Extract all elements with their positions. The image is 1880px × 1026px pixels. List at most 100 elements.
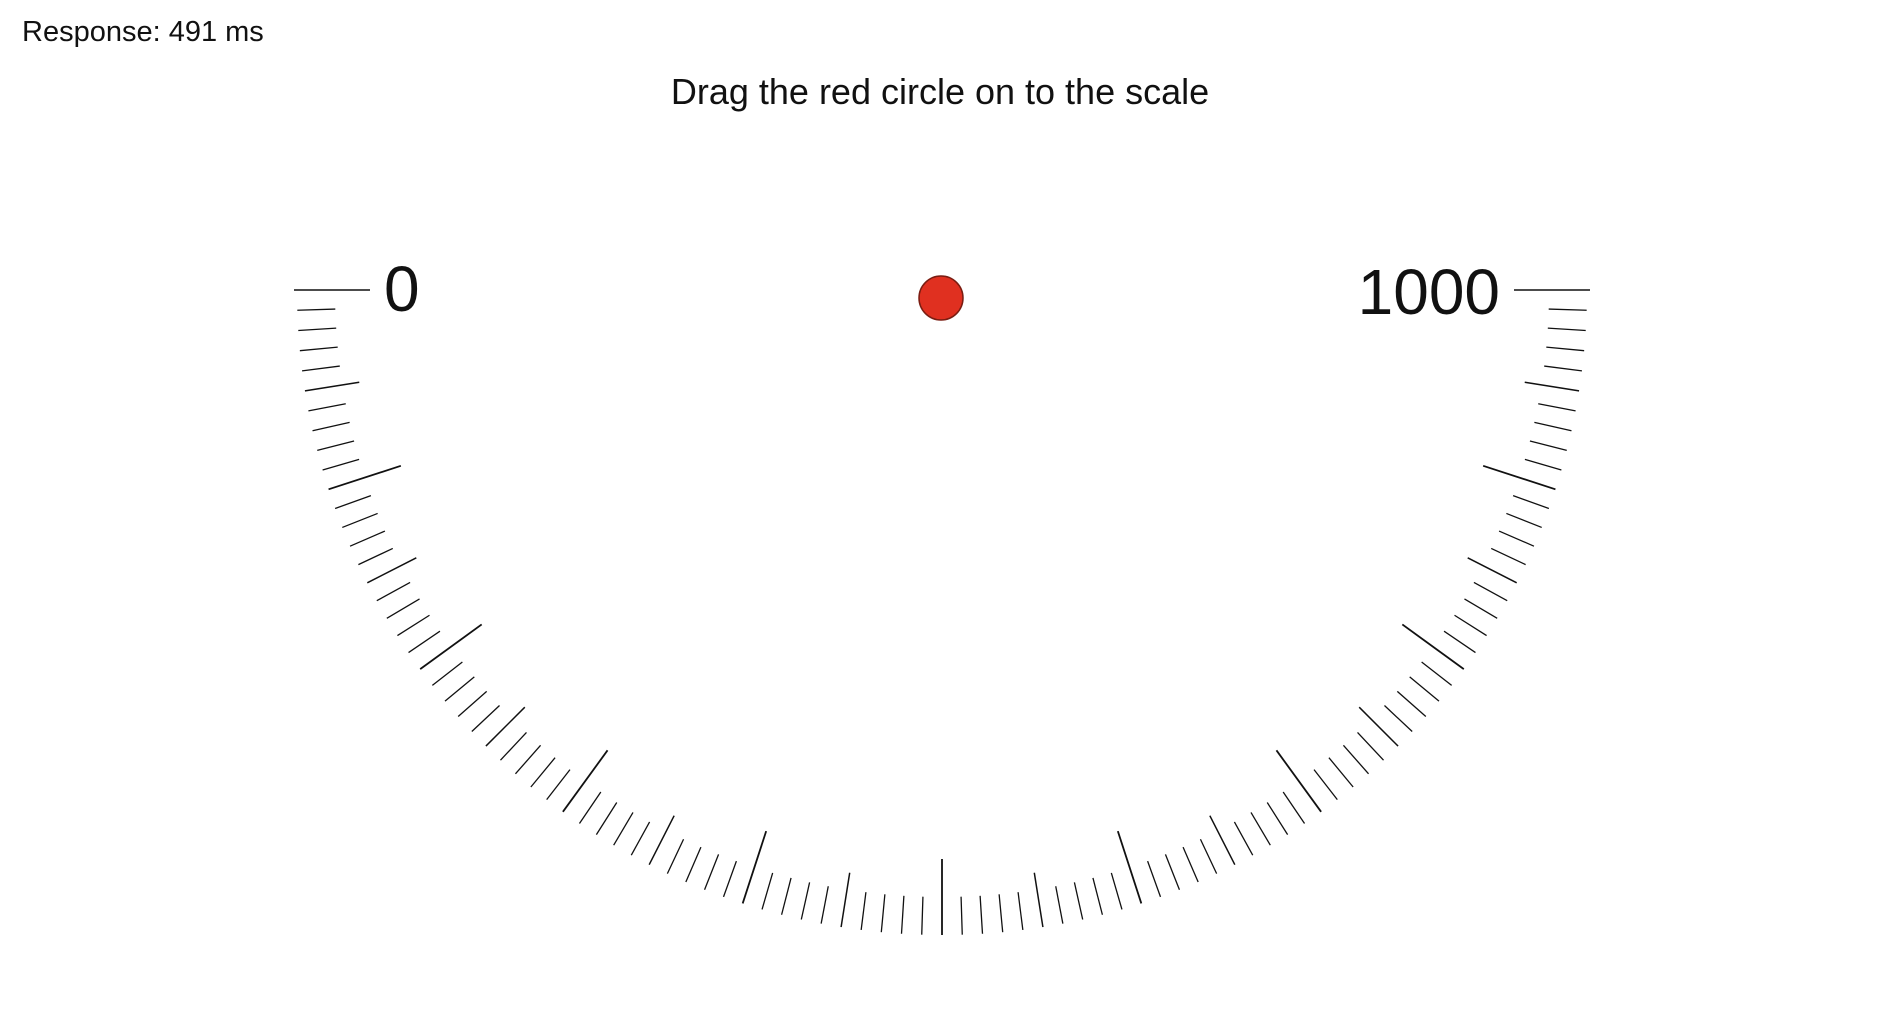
scale-tick-minor [358, 547, 394, 566]
scale-tick-minor [800, 882, 811, 920]
scale-tick-minor [1512, 494, 1550, 510]
scale-tick-minor [334, 494, 372, 510]
scale-tick-minor [595, 802, 618, 835]
scale-tick-minor [1548, 308, 1587, 311]
scale-tick-minor [722, 860, 738, 898]
response-time-label: Response: 491 ms [22, 16, 264, 48]
scale-tick-minor [1546, 346, 1585, 352]
scale-tick-minor [322, 458, 360, 471]
scale-tick-minor [1498, 530, 1535, 547]
scale-tick-minor [1182, 846, 1199, 883]
scale-tick-minor [1146, 860, 1162, 898]
scale-tick-major [1482, 464, 1556, 491]
scale-tick-mid [304, 381, 360, 392]
scale-tick-minor [408, 630, 441, 654]
scale-tick-major [1116, 830, 1143, 904]
scale-tick-minor [297, 308, 336, 311]
scale-tick-minor [431, 661, 463, 686]
scale-tick-minor [1233, 821, 1254, 856]
scale-tick-minor [880, 894, 886, 933]
scale-tick-minor [921, 896, 924, 935]
scale-tick-mid [485, 706, 526, 747]
scale-tick-minor [1454, 614, 1487, 637]
scale-tick-minor [349, 530, 386, 547]
scale-tick-minor [1524, 458, 1562, 471]
scale-tick-minor [1490, 547, 1526, 566]
scale-tick-minor [1017, 892, 1024, 930]
scale-tick-minor [471, 705, 500, 733]
scale-tick-minor [397, 614, 430, 637]
scale-tick-minor [1164, 854, 1181, 890]
scale-tick-minor [444, 676, 475, 702]
scale-tick-minor [685, 846, 702, 883]
scale-tick-minor [312, 421, 350, 432]
scale-tick-minor [514, 744, 542, 775]
scale-tick-minor [1313, 769, 1338, 801]
scale-tick-minor [900, 895, 905, 934]
scale-min-label: 0 [384, 253, 420, 325]
scale-tick-mid [1209, 815, 1236, 866]
scale-tick-minor [342, 512, 378, 529]
red-draggable-circle[interactable] [918, 275, 964, 321]
scale-tick-minor [308, 403, 346, 412]
scale-tick-minor [298, 327, 337, 332]
scale-tick-minor [530, 757, 556, 788]
scale-tick-minor [1409, 676, 1440, 702]
scale-tick-minor [998, 894, 1004, 933]
scale-tick-minor [546, 769, 571, 801]
scale-tick-minor [1464, 598, 1498, 619]
scale-tick-minor [1328, 757, 1354, 788]
scale-tick-minor [1538, 403, 1576, 412]
scale-tick-minor [1092, 877, 1104, 915]
scale-tick-minor [960, 896, 963, 935]
scale-tick-minor [703, 854, 720, 890]
scale-tick-minor [860, 892, 867, 930]
scale-tick-mid [1524, 381, 1580, 392]
scale-tick-minor [1473, 581, 1508, 602]
scale-tick-minor [499, 732, 527, 761]
scale-tick-minor [613, 812, 634, 846]
scale-tick-major [1275, 749, 1322, 813]
scale-tick-minor [1199, 838, 1218, 874]
scale-tick-minor [761, 872, 774, 910]
scale-tick-major [328, 464, 402, 491]
scale-tick-minor [1055, 886, 1064, 924]
scale-tick-minor [1421, 661, 1453, 686]
scale-tick-major [1401, 623, 1465, 670]
scale-tick-mid [366, 557, 417, 584]
scale-tick-minor [630, 821, 651, 856]
scale-tick-minor [1266, 802, 1289, 835]
scale-tick-minor [299, 346, 338, 352]
scale-tick-major [419, 623, 483, 670]
scale-tick-minor [578, 791, 602, 824]
scale-tick-minor [1506, 512, 1542, 529]
scale-tick-minor [1073, 882, 1084, 920]
scale-tick-mid [840, 872, 851, 928]
scale-tick-mid [1033, 872, 1044, 928]
scale-tick-minor [317, 440, 355, 452]
scale-tick-minor [1443, 630, 1476, 654]
scale-tick-minor [376, 581, 411, 602]
scale-tick-minor [1384, 705, 1413, 733]
scale-tick-major [741, 830, 768, 904]
scale-tick-mid [648, 815, 675, 866]
scale-max-label: 1000 [1358, 256, 1500, 328]
scale-tick-minor [302, 365, 340, 372]
scale-tick-minor [1396, 690, 1427, 718]
scale-tick-minor [457, 690, 488, 718]
scale-tick-mid [1467, 557, 1518, 584]
scale-tick-minor [780, 877, 792, 915]
instruction-text: Drag the red circle on to the scale [670, 71, 1210, 112]
scale-tick-minor [1342, 744, 1370, 775]
scale-tick-minor [1544, 365, 1582, 372]
scale-tick-minor [1534, 421, 1572, 432]
scale-tick-mid [1358, 706, 1399, 747]
scale-ticks [297, 308, 1587, 935]
scale-tick-minor [1110, 872, 1123, 910]
scale-tick-minor [820, 886, 829, 924]
scale-tick-minor [1529, 440, 1567, 452]
scale-tick-minor [386, 598, 420, 619]
scale-tick-minor [666, 838, 685, 874]
